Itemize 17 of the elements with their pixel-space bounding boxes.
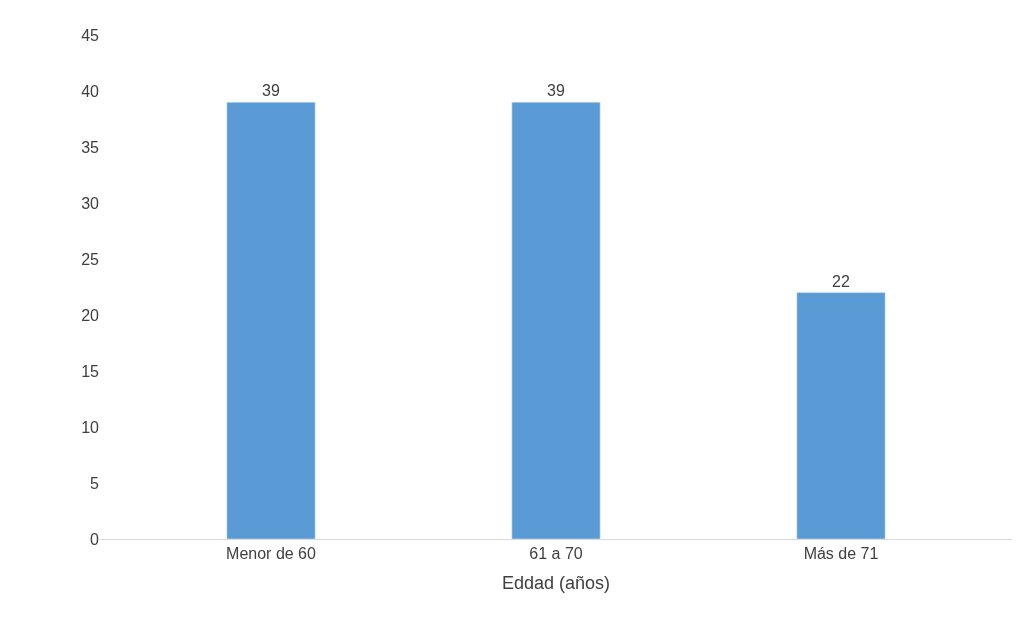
y-tick-label: 0	[90, 530, 100, 548]
x-tick-label: Más de 71	[803, 545, 879, 563]
y-tick-label: 20	[81, 306, 100, 324]
y-tick-label: 30	[81, 194, 100, 212]
y-tick-label: 25	[81, 250, 100, 268]
data-label: 39	[262, 82, 280, 100]
data-label: 39	[547, 82, 565, 100]
y-tick-label: 35	[81, 138, 100, 156]
y-tick-label: 40	[81, 82, 100, 100]
y-tick-label: 15	[81, 362, 100, 380]
x-tick-label: Menor de 60	[226, 545, 317, 563]
y-tick-label: 45	[81, 26, 100, 44]
data-label: 22	[832, 272, 850, 290]
y-tick-label: 5	[90, 474, 100, 492]
x-axis-title: Eddad (años)	[501, 573, 611, 594]
x-tick-label: 61 a 70	[529, 545, 583, 563]
y-tick-label: 10	[81, 418, 100, 436]
